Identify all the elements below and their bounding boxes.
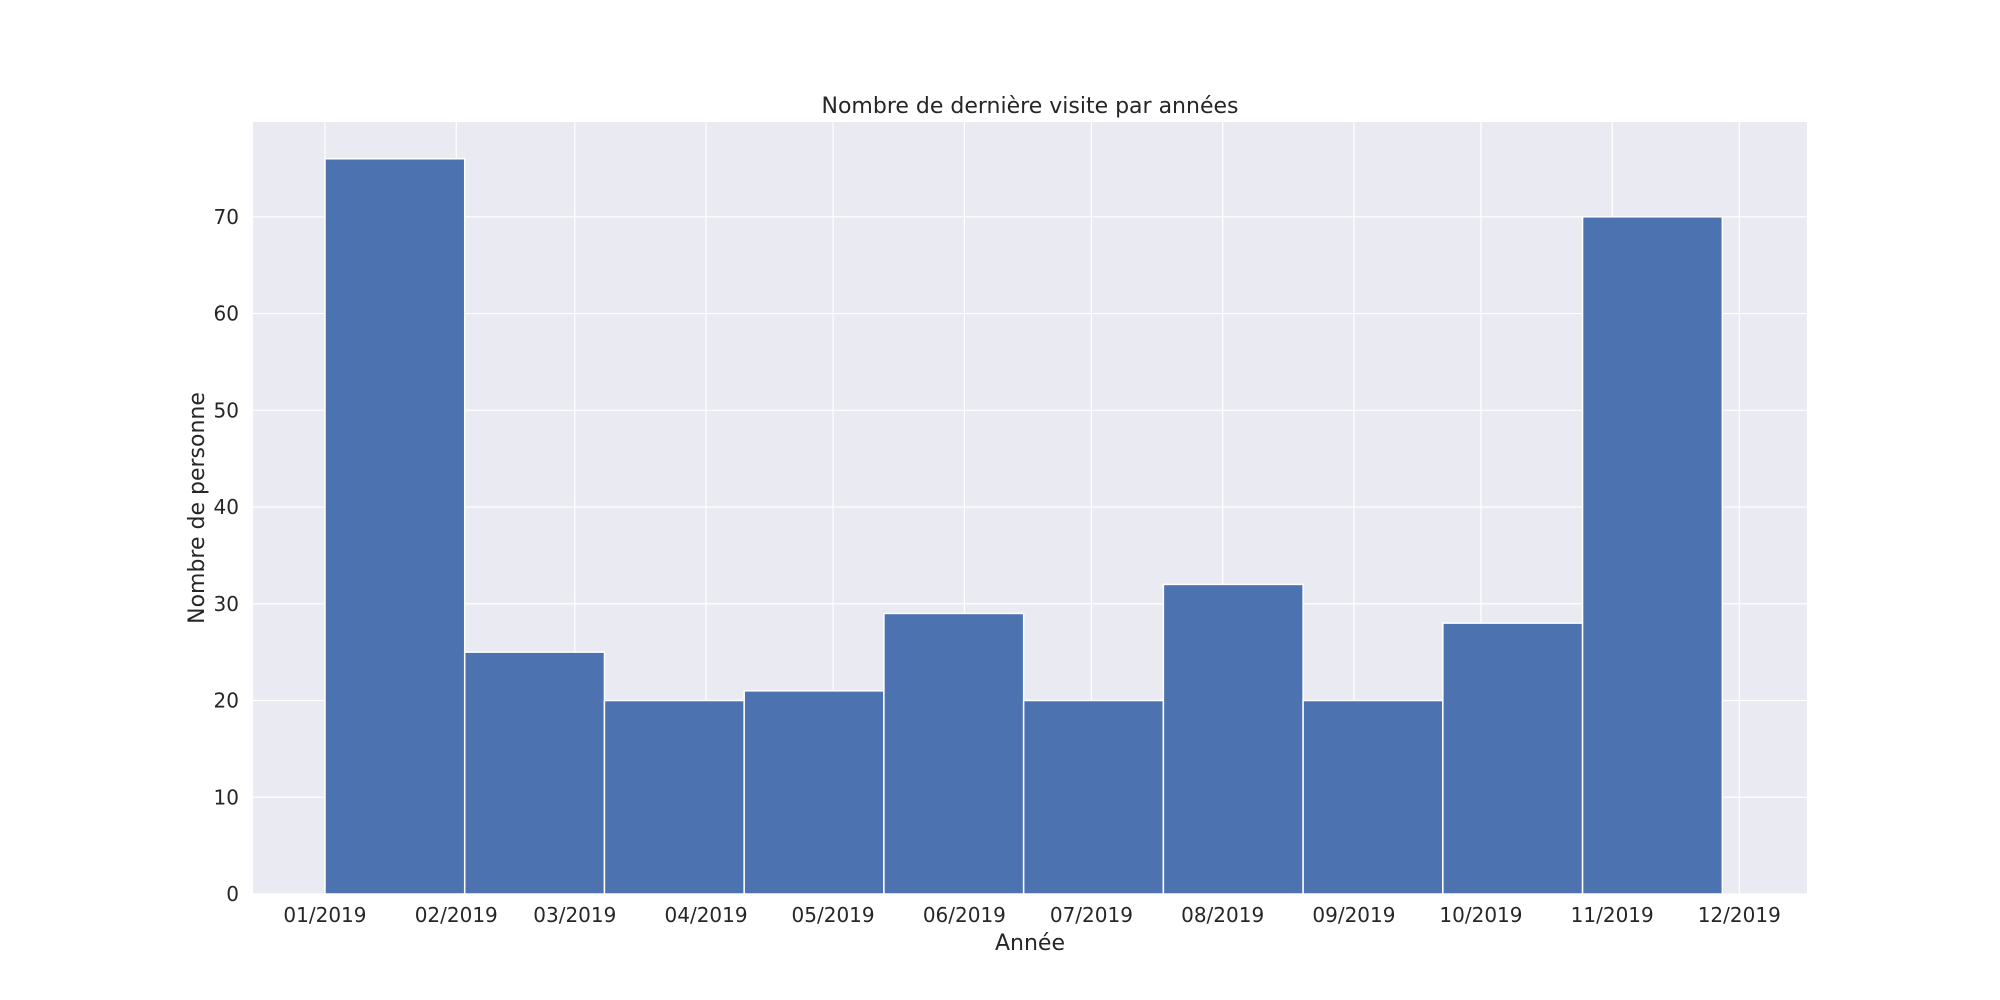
y-tick-label: 70 — [214, 205, 239, 229]
chart-title: Nombre de dernière visite par années — [822, 94, 1239, 119]
x-tick-labels: 01/2019 02/2019 03/2019 04/2019 05/2019 06/20… — [283, 903, 1780, 927]
x-tick-label: 12/2019 — [1698, 903, 1781, 927]
y-tick-label: 20 — [214, 689, 239, 713]
histogram-bar — [1581, 216, 1724, 895]
x-axis-label: Année — [995, 931, 1065, 956]
x-tick-label: 02/2019 — [415, 903, 498, 927]
x-tick-label: 08/2019 — [1181, 903, 1264, 927]
x-tick-label: 04/2019 — [665, 903, 748, 927]
histogram-bar — [743, 690, 885, 895]
x-tick-label: 11/2019 — [1571, 903, 1654, 927]
histogram-bar — [883, 612, 1025, 895]
x-tick-label: 06/2019 — [923, 903, 1006, 927]
bars — [324, 158, 1724, 895]
x-tick-label: 10/2019 — [1439, 903, 1522, 927]
y-tick-label: 10 — [214, 785, 239, 809]
y-tick-label: 40 — [214, 495, 239, 519]
histogram-bar — [1442, 622, 1584, 895]
x-tick-label: 09/2019 — [1312, 903, 1395, 927]
y-tick-label: 0 — [226, 882, 239, 906]
x-tick-label: 03/2019 — [533, 903, 616, 927]
x-tick-label: 01/2019 — [283, 903, 366, 927]
y-axis-label: Nombre de personne — [185, 392, 210, 624]
x-tick-label: 07/2019 — [1050, 903, 1133, 927]
histogram-bar — [603, 699, 745, 895]
histogram-bar — [463, 651, 606, 895]
histogram-bar — [1022, 699, 1165, 895]
histogram-bar — [1302, 699, 1444, 895]
y-tick-label: 30 — [214, 592, 239, 616]
y-tick-labels: 0 10 20 30 40 50 60 70 — [214, 205, 239, 906]
y-tick-label: 60 — [214, 302, 239, 326]
histogram-bar — [324, 158, 466, 895]
histogram-bar — [1162, 583, 1304, 895]
x-tick-label: 05/2019 — [792, 903, 875, 927]
y-tick-label: 50 — [214, 398, 239, 422]
